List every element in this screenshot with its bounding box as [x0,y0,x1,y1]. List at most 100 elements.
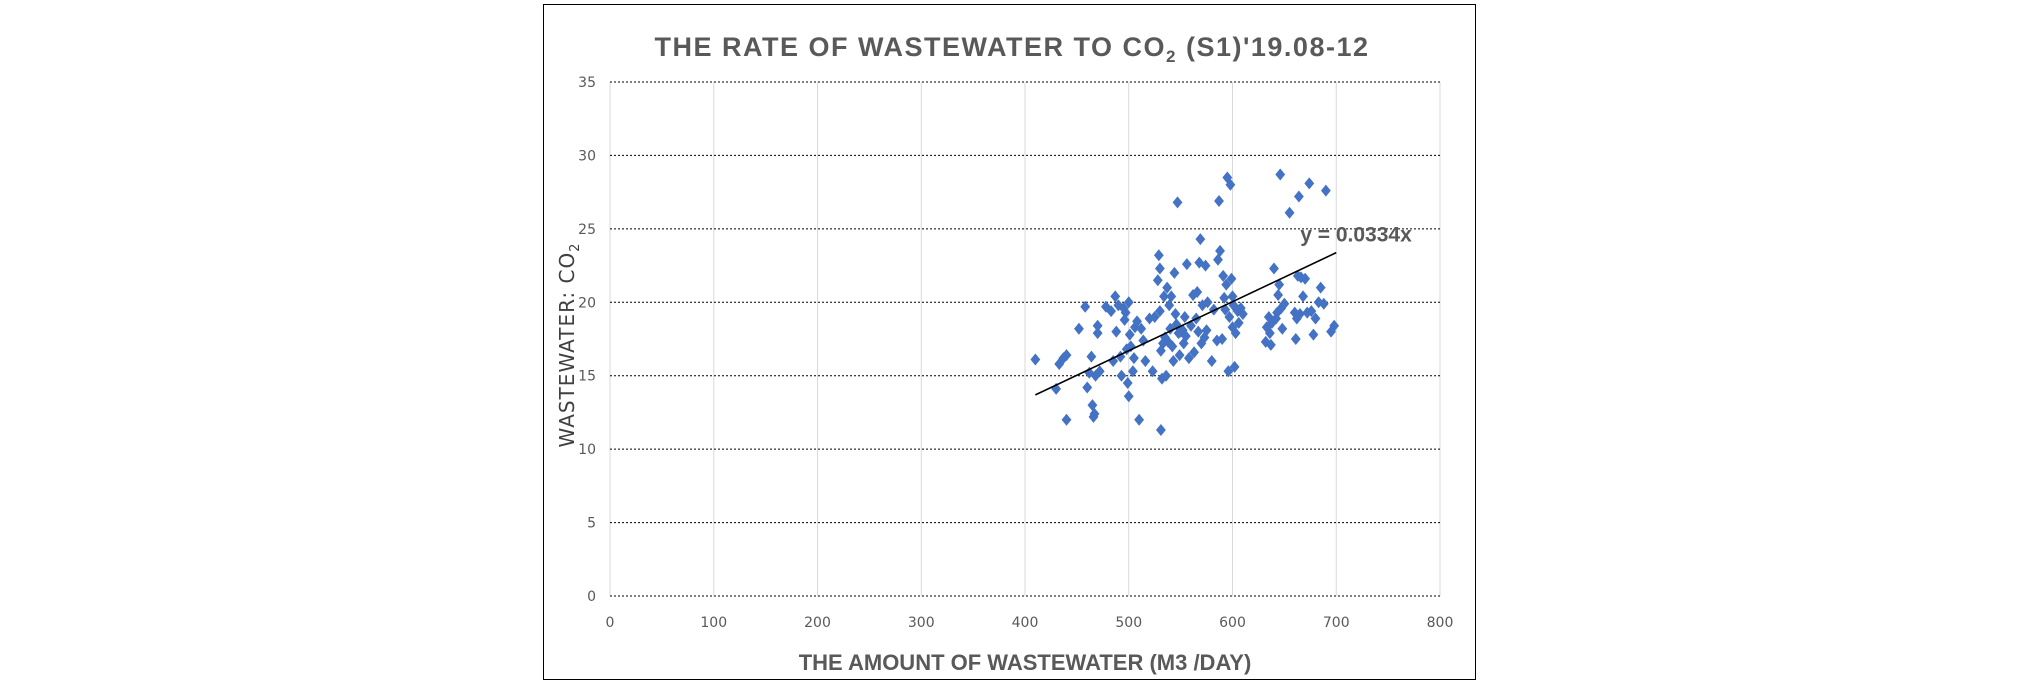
scatter-point [1179,310,1190,323]
scatter-point [1030,353,1041,366]
scatter-point [1215,244,1225,257]
scatter-point [1106,305,1117,318]
scatter-point [1178,337,1189,350]
x-tick-label: 400 [1012,615,1039,631]
scatter-point [1134,413,1145,426]
y-tick-label: 25 [578,222,596,238]
scatter-point [1172,196,1183,209]
scatter-point [1318,297,1329,310]
scatter-point [1276,302,1287,315]
y-tick-label: 15 [578,369,596,385]
scatter-point [1279,297,1290,310]
y-tick-label: 5 [587,516,596,532]
scatter-point [1158,337,1168,350]
scatter-point [1225,178,1236,191]
scatter-point [1189,346,1200,359]
scatter-point [1082,381,1093,394]
scatter-point [1157,372,1167,385]
scatter-point [1111,325,1122,338]
scatter-point [1140,355,1151,368]
scatter-point [1213,253,1223,266]
scatter-point [1074,322,1084,335]
scatter-point [1129,352,1139,365]
scatter-point [1195,233,1206,246]
scatter-point [1087,399,1098,412]
scatter-point [1061,349,1072,362]
scatter-point [1237,308,1248,321]
scatter-point [1269,262,1279,275]
scatter-point [1181,258,1192,271]
scatter-point [1167,340,1178,353]
scatter-point [1136,322,1147,335]
y-tick-label: 20 [578,295,596,311]
scatter-point [1122,377,1133,390]
chart-title-subscript: 2 [1166,47,1177,66]
scatter-point [1295,308,1305,321]
trendline-group: y = 0.0334x [1035,224,1412,396]
scatter-point [1153,249,1164,262]
scatter-point [1125,340,1136,353]
y-tick-label: 0 [587,589,596,605]
scatter-point [1154,305,1165,318]
y-axis-label-subscript: 2 [568,243,583,252]
x-tick-label: 200 [804,615,831,631]
scatter-point [1227,290,1238,303]
scatter-point [1302,306,1313,319]
scatter-point [1217,333,1228,345]
scatter-point [1152,274,1163,287]
scatter-point [1272,306,1283,319]
y-tick-label: 30 [578,148,596,164]
scatter-point [1170,308,1181,321]
grid-layer [609,81,1441,597]
scatter-point [1298,290,1308,303]
scatter-point [1090,369,1101,382]
scatter-point [1291,312,1302,325]
scatter-point [1132,315,1142,328]
scatter-point [1058,352,1069,365]
scatter-point [1094,365,1105,378]
x-tick-label: 700 [1323,615,1350,631]
scatter-point [1315,281,1326,294]
x-tick-label: 800 [1427,615,1454,631]
x-axis-label: THE AMOUNT OF WASTEWATER (M3 /DAY) [799,650,1252,675]
scatter-point [1271,312,1281,325]
scatter-point [1219,291,1230,304]
chart-title-tail: (S1)'19.08-12 [1177,32,1370,62]
scatter-point [1180,330,1191,343]
scatter-point [1177,324,1188,337]
scatter-point [1110,290,1121,303]
scatter-point [1194,256,1205,269]
scatter-point [1121,343,1132,356]
scatter-point [1275,168,1286,181]
scatter-point [1188,288,1198,301]
scatter-point [1080,300,1091,313]
scatter-point [1230,327,1241,340]
scatter-point [1164,299,1175,312]
scatter-point [1147,365,1158,378]
trendline [1035,251,1337,396]
scatter-point [1208,303,1219,316]
chart-frame: 0 100 200 300 400 500 600 700 800 0 5 10 15 20 25 30 35 … [543,4,1476,680]
chart-title-main: THE RATE OF WASTEWATER TO CO [655,32,1167,62]
scatter-point [1162,281,1173,294]
x-tick-label: 300 [908,615,935,631]
scatter-point [1123,296,1134,309]
scatter-point [1054,357,1065,370]
x-tick-label: 600 [1219,615,1246,631]
scatter-point [1115,350,1126,363]
scatter-point [1051,382,1062,395]
scatter-point [1265,338,1276,351]
scatter-point [1092,327,1103,340]
scatter-point [1260,335,1271,348]
scatter-point [1168,355,1179,368]
data-points [1030,168,1340,437]
scatter-point [1061,413,1072,426]
trendline-equation: y = 0.0334x [1300,224,1412,247]
scatter-point [1108,355,1119,368]
scatter-point [1127,365,1138,378]
scatter-point [1261,321,1272,334]
y-axis-label: WASTEWATER: CO2 [555,243,583,448]
scatter-point [1235,302,1246,315]
scatter-point [1089,407,1100,420]
chart-svg: 0 100 200 300 400 500 600 700 80005101520253035 … [555,32,1454,675]
